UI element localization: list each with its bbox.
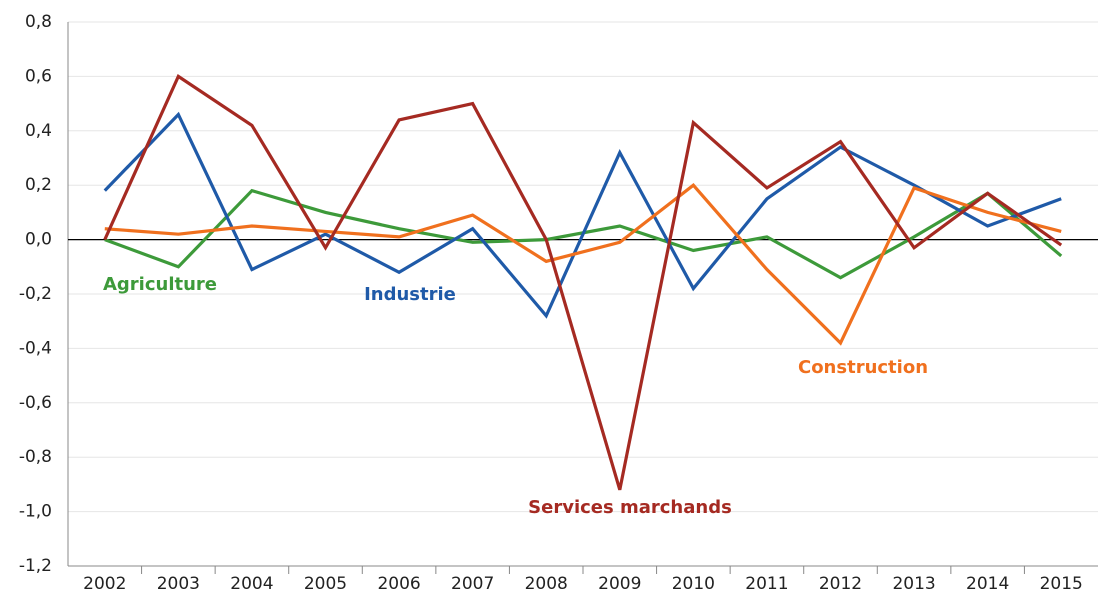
series-line	[104, 183, 1062, 346]
y-tick-label: 0,4	[25, 121, 52, 141]
x-tick-label: 2005	[304, 574, 347, 594]
x-tick-label: 2013	[892, 574, 935, 594]
x-tick-label: 2006	[377, 574, 420, 594]
series-label: Construction	[798, 357, 928, 378]
x-tick-label: 2011	[745, 574, 788, 594]
x-tick-label: 2009	[598, 574, 641, 594]
x-tick-label: 2014	[966, 574, 1009, 594]
y-tick-label: -1,2	[19, 556, 52, 576]
y-tick-label: 0,0	[25, 230, 52, 250]
y-tick-label: -0,8	[19, 447, 52, 467]
x-tick-label: 2015	[1040, 574, 1083, 594]
y-tick-label: -0,6	[19, 393, 52, 413]
series-line	[103, 74, 1063, 491]
x-tick-label: 2012	[819, 574, 862, 594]
x-tick-label: 2002	[83, 574, 126, 594]
series-label: Industrie	[364, 284, 456, 305]
x-tick-label: 2003	[157, 574, 200, 594]
y-tick-label: 0,8	[25, 12, 52, 32]
x-tick-label: 2007	[451, 574, 494, 594]
y-tick-label: -0,2	[19, 284, 52, 304]
series-label: Agriculture	[103, 274, 217, 295]
x-tick-label: 2004	[230, 574, 273, 594]
y-tick-label: -1,0	[19, 502, 52, 522]
series-label: Services marchands	[528, 497, 732, 518]
y-tick-label: 0,2	[25, 175, 52, 195]
series-line	[103, 111, 1062, 319]
y-tick-label: 0,6	[25, 66, 52, 86]
y-tick-label: -0,4	[19, 338, 52, 358]
x-tick-label: 2008	[525, 574, 568, 594]
x-tick-label: 2010	[672, 574, 715, 594]
